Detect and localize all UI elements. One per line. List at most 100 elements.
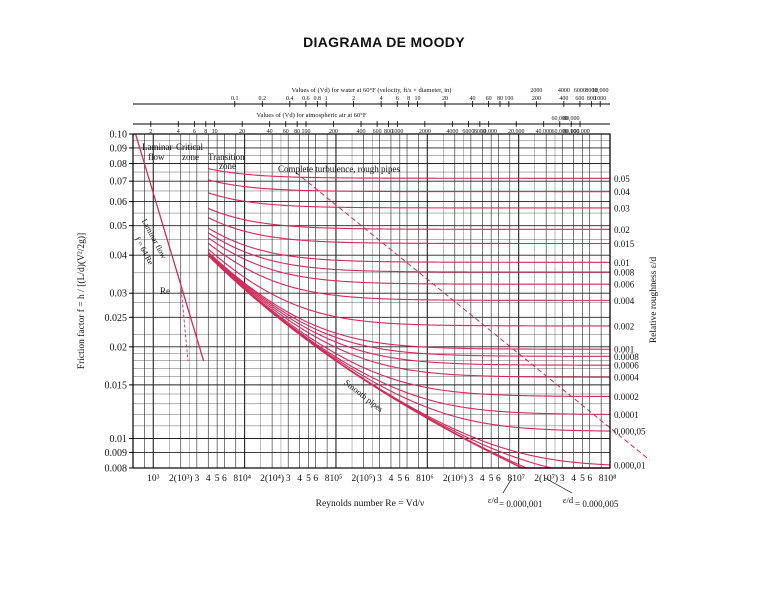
air-axis-tick-label: 20,000 xyxy=(508,129,525,135)
roughness-curve xyxy=(207,237,610,285)
air-axis-label: Values of (Vd) for atmospheric air at 60… xyxy=(257,112,367,119)
water-axis-tick-label: 100 xyxy=(504,96,513,102)
x-tick-label: 6 xyxy=(405,474,410,484)
water-axis-tick-label: 0.4 xyxy=(286,96,294,102)
x-tick-label: 4 xyxy=(297,474,302,484)
air-axis-tick-label: 400 xyxy=(357,129,366,135)
roughness-curve xyxy=(207,255,610,469)
water-axis-tick-label-2: 4000 xyxy=(558,88,570,94)
x-tick-label: 10⁷ xyxy=(512,474,525,484)
y-tick-label: 0.008 xyxy=(105,464,128,475)
water-axis-tick-label-2: 2000 xyxy=(530,88,542,94)
air-axis-tick-label: 10 xyxy=(212,129,218,135)
y-tick-label: 0.08 xyxy=(110,159,128,170)
x-tick-label: 6 xyxy=(222,474,227,484)
air-axis-tick-label: 100,000 xyxy=(570,129,590,135)
air-axis-tick-label: 6000 xyxy=(462,129,474,135)
x-tick-label: 2(10³) xyxy=(169,473,192,484)
roughness-label: 0.0002 xyxy=(614,392,639,402)
x-tick-label: 2(10⁶) xyxy=(443,473,467,484)
roughness-curve xyxy=(207,253,610,366)
water-axis-label: Values of (Vd) for water at 60°F (veloci… xyxy=(292,87,452,94)
bottom-eps-d-2: ε/d xyxy=(563,495,574,505)
water-axis-tick-label: 0.2 xyxy=(259,96,267,102)
water-axis-tick-label: 0.8 xyxy=(314,96,322,102)
water-axis-tick-label: 0.6 xyxy=(302,96,310,102)
air-axis-tick-label: 4000 xyxy=(446,129,458,135)
water-axis-tick-label: 60 xyxy=(486,96,492,102)
air-axis-tick-label: 80,000 xyxy=(563,129,580,135)
roughness-curve xyxy=(208,192,610,209)
x-tick-label: 4 xyxy=(571,474,576,484)
x-tick-label: 3 xyxy=(377,474,382,484)
y-tick-label: 0.03 xyxy=(110,289,128,300)
region-label-transition: Transition xyxy=(208,152,245,162)
water-axis-tick-label: 8 xyxy=(407,96,410,102)
roughness-label: 0.004 xyxy=(614,296,635,306)
x-axis-title: Reynolds number Re = Vd/ν xyxy=(316,499,425,509)
roughness-curve xyxy=(207,255,610,469)
x-tick-label: 5 xyxy=(580,474,585,484)
water-axis-tick-label: 600 xyxy=(575,96,584,102)
roughness-curve xyxy=(208,207,610,230)
air-axis-tick-label: 200 xyxy=(329,129,338,135)
curves-layer xyxy=(134,133,650,469)
water-axis-tick-label: 6 xyxy=(396,96,399,102)
turbulence-boundary-dashed xyxy=(295,171,650,461)
air-axis-tick-label-2: 60,000 xyxy=(552,116,569,122)
roughness-label: 0.03 xyxy=(614,203,630,213)
grid-layer xyxy=(132,133,611,469)
labels-layer: 0.100.090.080.070.060.050.040.030.0250.0… xyxy=(76,87,659,509)
roughness-label: 0.0004 xyxy=(614,373,639,383)
roughness-label: 0.000,05 xyxy=(614,427,646,437)
roughness-label: 0.0001 xyxy=(614,410,639,420)
roughness-label: 0.04 xyxy=(614,187,630,197)
roughness-label: 0.006 xyxy=(614,280,635,290)
air-axis-tick-label: 20 xyxy=(239,129,245,135)
bottom-eq-2: = 0.000,005 xyxy=(575,499,619,509)
roughness-label: 0.02 xyxy=(614,225,630,235)
plot-frame xyxy=(132,133,611,469)
x-tick-label: 10⁴ xyxy=(238,474,252,484)
water-axis-tick-label: 0.1 xyxy=(231,96,239,102)
air-axis-tick-label: 100 xyxy=(302,129,311,135)
water-axis-tick-label: 40 xyxy=(469,96,475,102)
x-tick-label: 8 xyxy=(599,474,604,484)
roughness-label: 0.01 xyxy=(614,258,630,268)
bottom-eq-1: = 0.000,001 xyxy=(499,499,542,509)
roughness-curve xyxy=(207,227,610,263)
region-label-re-critical: Re xyxy=(160,286,170,296)
water-axis-tick-label-2: 8000 xyxy=(585,88,597,94)
region-label-transition-zone: zone xyxy=(219,161,236,171)
y-tick-label: 0.025 xyxy=(105,313,128,324)
air-axis-tick-label: 80 xyxy=(294,129,300,135)
roughness-curve xyxy=(207,252,610,357)
roughness-curve xyxy=(207,248,610,327)
water-axis-tick-label: 800 xyxy=(587,96,596,102)
region-label-flow: flow xyxy=(148,152,165,162)
x-tick-label: 4 xyxy=(206,474,211,484)
roughness-curve xyxy=(208,217,610,245)
air-axis-tick-label: 2000 xyxy=(419,129,431,135)
bottom-eps-d-1: ε/d xyxy=(488,495,499,505)
water-axis-tick-label: 1 xyxy=(325,96,328,102)
x-tick-label: 6 xyxy=(313,474,318,484)
x-tick-label: 10⁸ xyxy=(604,474,617,484)
roughness-curve xyxy=(207,254,611,398)
y2-axis-title: Relative roughness ε/d xyxy=(649,257,659,344)
water-axis-tick-label: 10 xyxy=(415,96,421,102)
roughness-label: 0.000,01 xyxy=(614,460,646,470)
water-axis-tick-label: 4 xyxy=(380,96,383,102)
y-tick-label: 0.07 xyxy=(110,177,128,188)
x-tick-label: 5 xyxy=(215,474,220,484)
air-axis-tick-label: 1000 xyxy=(391,129,403,135)
x-tick-label: 2(10⁵) xyxy=(352,473,376,484)
roughness-curve xyxy=(207,254,611,432)
laminar-line xyxy=(134,133,205,361)
y-tick-label: 0.009 xyxy=(105,448,128,459)
roughness-curve xyxy=(207,253,610,378)
roughness-label: 0.05 xyxy=(614,174,630,184)
air-axis-tick-label: 2 xyxy=(149,129,152,135)
x-tick-label: 4 xyxy=(480,474,485,484)
